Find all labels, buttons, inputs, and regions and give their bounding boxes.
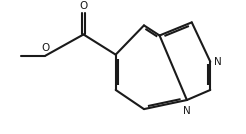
Text: N: N [214, 57, 221, 67]
Text: N: N [183, 106, 191, 116]
Text: O: O [41, 43, 50, 53]
Text: O: O [79, 1, 88, 12]
